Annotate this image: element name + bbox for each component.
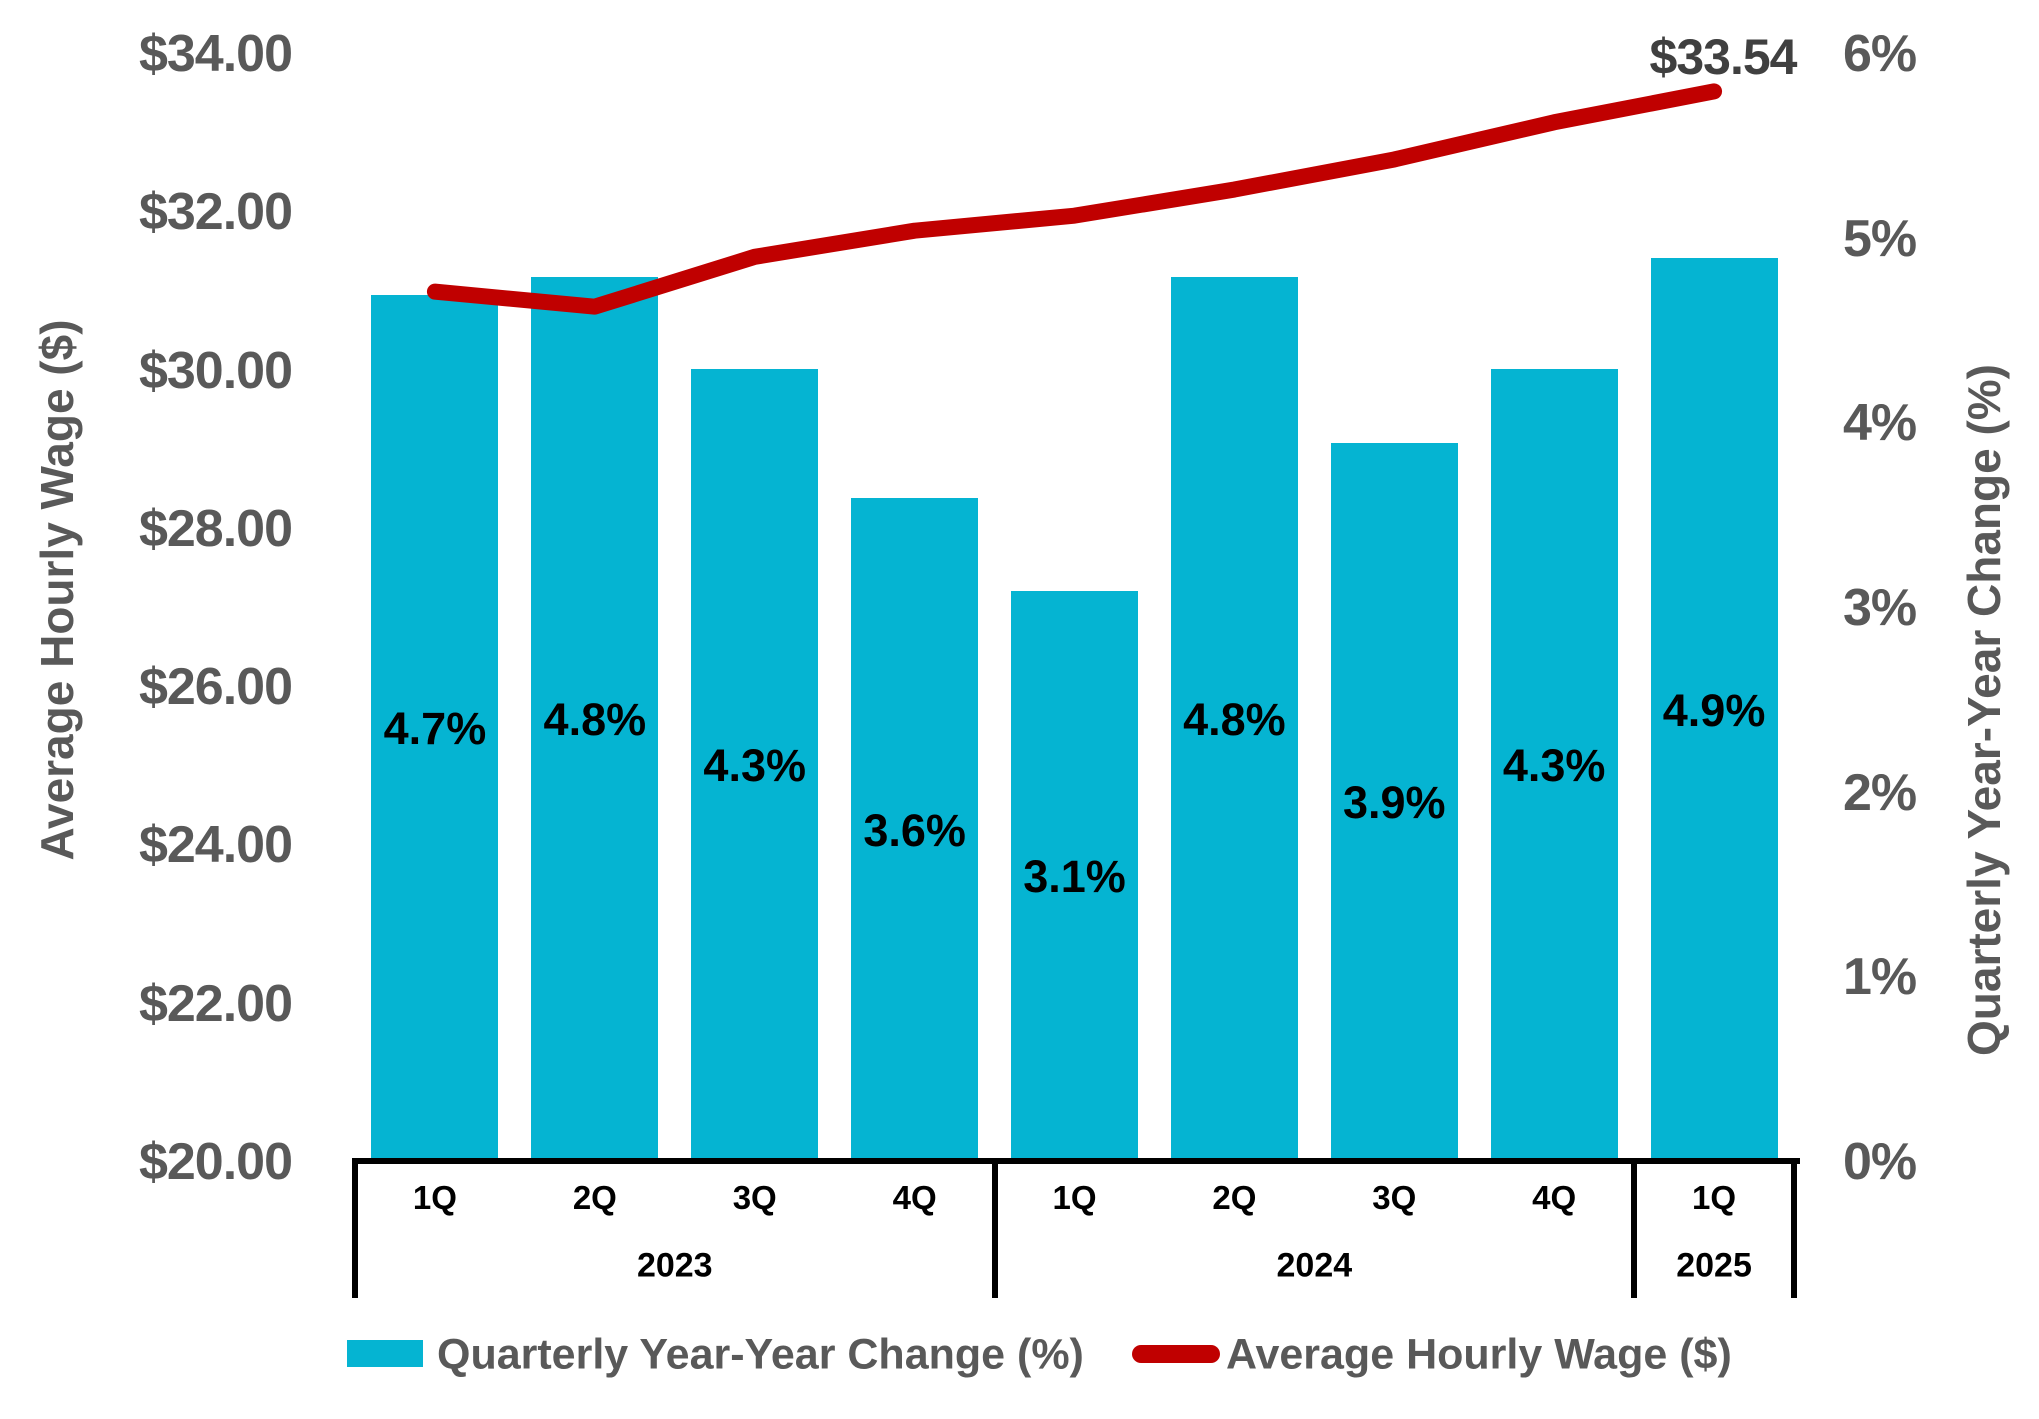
quarter-label: 4Q [892,1179,937,1216]
bar-value-label: 3.6% [863,804,966,856]
bar-value-label: 4.7% [383,703,487,755]
wage-line [426,83,1723,315]
quarter-label: 1Q [412,1179,457,1216]
bar-value-label: 3.1% [1023,850,1126,902]
bar-value-label: 3.9% [1342,776,1446,828]
right-axis-tick: 1% [1843,948,1917,1007]
bar-2q-2023 [531,276,659,1163]
bar-4q-2024 [1490,368,1618,1163]
category-axis-baseline [352,1158,1800,1164]
left-axis-tick: $28.00 [138,499,293,558]
bar-value-label: 4.9% [1662,684,1766,736]
quarter-label: 1Q [1692,1179,1737,1216]
right-axis-tick: 3% [1843,578,1917,637]
quarter-label: 3Q [1372,1179,1417,1216]
quarter-label: 4Q [1532,1179,1577,1216]
bar-value-label: 4.8% [543,693,647,745]
right-axis-tick: 0% [1843,1132,1917,1191]
year-label-2025: 2025 [1676,1246,1752,1285]
bar-1q-2025 [1650,258,1778,1163]
left-axis-tick: $22.00 [138,974,293,1033]
year-label-2024: 2024 [1276,1246,1353,1285]
line-end-value-label: $33.54 [1649,29,1798,85]
bar-1q-2024 [1011,590,1138,1163]
year-label-2023: 2023 [636,1246,713,1285]
quarter-label: 2Q [572,1179,617,1216]
quarter-label: 2Q [1212,1179,1257,1216]
bar-1q-2023 [371,295,499,1163]
right-axis-tick: 4% [1843,394,1917,453]
left-axis-tick: $34.00 [138,24,293,83]
right-axis-tick: 6% [1843,24,1917,83]
left-axis-tick: $30.00 [138,341,293,400]
quarter-label: 3Q [732,1179,777,1216]
right-axis-tick: 2% [1843,763,1917,822]
bar-3q-2024 [1330,442,1458,1163]
category-axis-divider [1631,1158,1638,1298]
bar-3q-2023 [691,368,819,1163]
right-axis-tick: 5% [1843,209,1917,268]
bar-value-label: 4.3% [703,739,807,791]
category-axis-divider [991,1158,998,1298]
bar-4q-2023 [851,498,979,1163]
left-axis-tick: $32.00 [138,183,293,242]
left-axis-tick: $26.00 [138,657,293,716]
left-axis-tick: $20.00 [138,1132,293,1191]
quarter-label: 1Q [1052,1179,1097,1216]
bar-value-label: 4.8% [1183,693,1286,745]
bar-2q-2024 [1170,276,1298,1163]
bar-value-label: 4.3% [1502,739,1606,791]
left-axis-tick: $24.00 [138,816,293,875]
category-axis-divider [352,1158,358,1298]
category-axis-divider [1791,1158,1797,1298]
